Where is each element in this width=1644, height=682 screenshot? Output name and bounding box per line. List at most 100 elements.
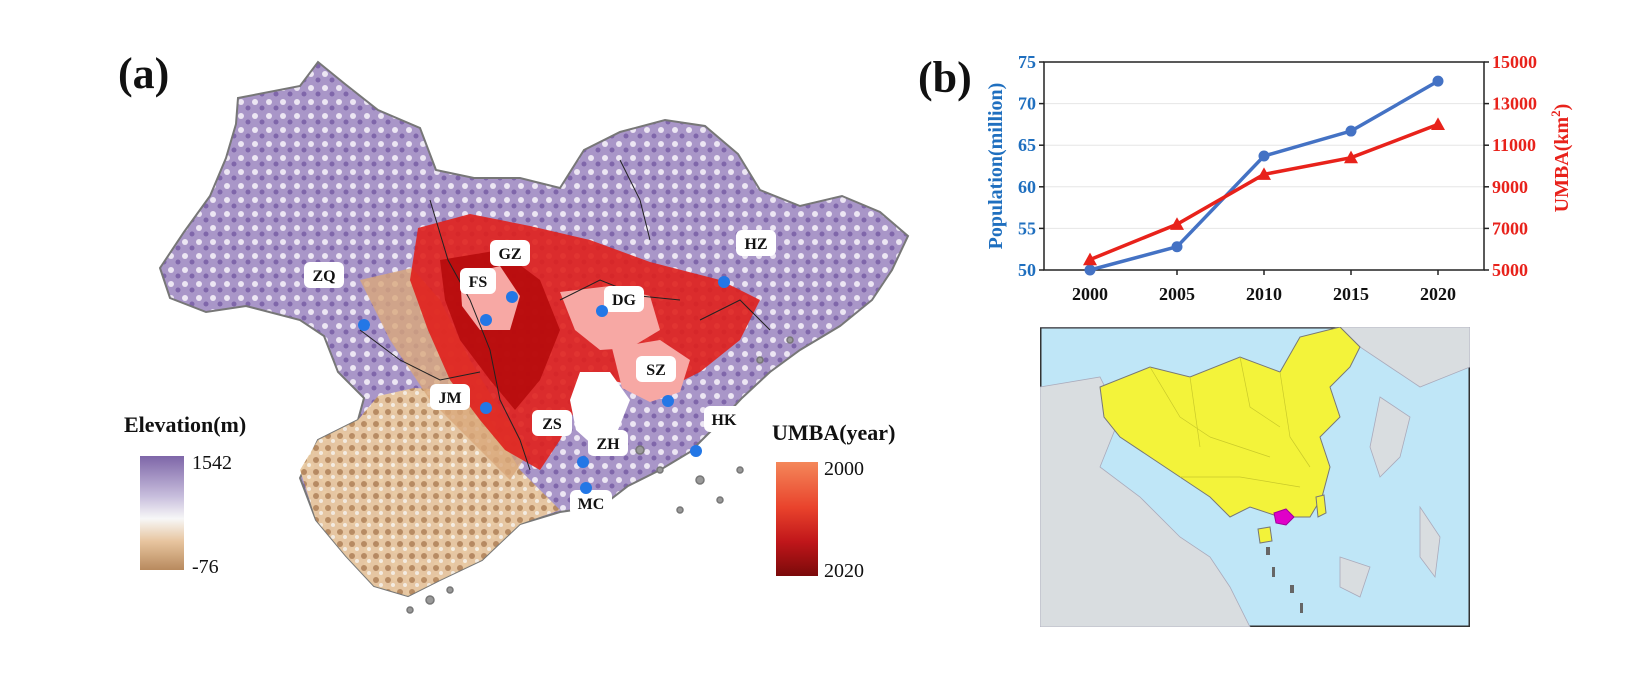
left-tick-label: 55 bbox=[1018, 218, 1036, 238]
city-point bbox=[690, 445, 702, 457]
elevation-max-label: 1542 bbox=[192, 452, 232, 474]
right-tick-label: 9000 bbox=[1492, 177, 1528, 197]
city-zq: ZQ bbox=[304, 262, 370, 331]
series-point-0 bbox=[1345, 125, 1357, 137]
city-point bbox=[718, 276, 730, 288]
city-point bbox=[480, 402, 492, 414]
series-point-0 bbox=[1084, 264, 1096, 276]
series-point-0 bbox=[1171, 241, 1183, 253]
city-zh: ZH bbox=[577, 430, 628, 468]
city-label: HZ bbox=[744, 236, 767, 253]
city-hz: HZ bbox=[718, 230, 776, 288]
elevation-min-label: -76 bbox=[192, 556, 219, 578]
city-label: SZ bbox=[646, 362, 666, 379]
city-point bbox=[358, 319, 370, 331]
city-gz: GZ bbox=[490, 240, 530, 303]
city-point bbox=[580, 482, 592, 494]
right-axis-label: UMBA(km2) bbox=[1548, 104, 1573, 213]
series-point-1 bbox=[1257, 167, 1271, 180]
left-tick-label: 60 bbox=[1018, 177, 1036, 197]
city-label-bg bbox=[460, 268, 496, 294]
x-tick-label: 2000 bbox=[1072, 284, 1108, 304]
city-label-bg bbox=[490, 240, 530, 266]
city-fs: FS bbox=[460, 268, 496, 326]
series-point-1 bbox=[1431, 117, 1445, 130]
umba-end-label: 2020 bbox=[824, 560, 864, 582]
right-axis-ticks: 5000 7000 9000 11000 13000 15000 bbox=[1484, 52, 1537, 280]
city-label: JM bbox=[438, 390, 461, 407]
panel-b-label: (b) bbox=[918, 53, 972, 102]
islands bbox=[406, 336, 794, 614]
city-label-bg bbox=[736, 230, 776, 256]
right-axis-label-end: ) bbox=[1551, 104, 1573, 111]
city-label-bg bbox=[636, 356, 676, 382]
right-tick-label: 11000 bbox=[1492, 135, 1536, 155]
left-tick-label: 70 bbox=[1018, 94, 1036, 114]
right-tick-label: 15000 bbox=[1492, 52, 1537, 72]
south-china-sea-islands bbox=[1266, 547, 1303, 613]
city-hk: HK bbox=[690, 406, 744, 457]
province-boundaries bbox=[1149, 356, 1311, 488]
city-label: ZS bbox=[542, 416, 562, 433]
right-tick-label: 7000 bbox=[1492, 218, 1528, 238]
china-location-map bbox=[1040, 327, 1470, 627]
right-axis-label-sup: 2 bbox=[1548, 110, 1563, 117]
city-dg: DG bbox=[596, 286, 644, 317]
city-label: ZH bbox=[596, 436, 620, 453]
city-label-bg bbox=[588, 430, 628, 456]
hainan-island bbox=[1257, 526, 1273, 544]
series-point-1 bbox=[1083, 252, 1097, 266]
city-label-bg bbox=[430, 384, 470, 410]
series-line-1 bbox=[1089, 122, 1439, 262]
city-label: ZQ bbox=[312, 268, 335, 285]
city-label-bg bbox=[532, 410, 572, 436]
right-axis-label-text: UMBA(km bbox=[1551, 116, 1573, 212]
city-label: FS bbox=[469, 274, 488, 291]
city-point bbox=[577, 456, 589, 468]
x-tick-label: 2015 bbox=[1333, 284, 1369, 304]
city-label-bg bbox=[604, 286, 644, 312]
series-point-0 bbox=[1432, 75, 1444, 87]
city-jm: JM bbox=[430, 384, 492, 414]
gba-map: ZQ FS GZ DG HZ JM ZS bbox=[158, 60, 910, 614]
city-markers: ZQ FS GZ DG HZ JM ZS bbox=[304, 230, 776, 516]
taiwan-island bbox=[1315, 494, 1327, 518]
series-point-1 bbox=[1344, 150, 1358, 164]
umba-start-label: 2000 bbox=[824, 458, 864, 480]
city-label-bg bbox=[570, 490, 612, 516]
left-tick-label: 50 bbox=[1018, 260, 1036, 280]
series bbox=[1083, 75, 1445, 276]
left-axis-ticks: 50 55 60 65 70 75 bbox=[1018, 52, 1044, 280]
city-point bbox=[596, 305, 608, 317]
left-tick-label: 65 bbox=[1018, 135, 1036, 155]
panel-a-label: (a) bbox=[118, 49, 170, 98]
x-axis-ticks: 2000 2005 2010 2015 2020 bbox=[1072, 270, 1456, 304]
x-tick-label: 2020 bbox=[1420, 284, 1456, 304]
elevation-colorbar bbox=[140, 456, 184, 570]
city-label: HK bbox=[712, 412, 737, 429]
surrounding-land bbox=[1040, 327, 1470, 627]
city-point bbox=[506, 291, 518, 303]
city-label: MC bbox=[578, 496, 605, 513]
city-point bbox=[480, 314, 492, 326]
left-tick-label: 75 bbox=[1018, 52, 1036, 72]
right-tick-label: 13000 bbox=[1492, 94, 1537, 114]
city-mc: MC bbox=[570, 482, 612, 516]
umba-colorbar bbox=[776, 462, 818, 576]
china-outline bbox=[1099, 327, 1361, 518]
city-sz: SZ bbox=[636, 356, 676, 407]
elevation-legend-title: Elevation(m) bbox=[124, 412, 247, 437]
city-label-bg bbox=[304, 262, 344, 288]
bay bbox=[570, 372, 630, 448]
population-umba-chart: 50 55 60 65 70 75 5000 7000 9000 11000 13000 15000… bbox=[985, 52, 1573, 304]
city-label: DG bbox=[612, 292, 637, 309]
umba-legend-title: UMBA(year) bbox=[772, 420, 896, 445]
left-axis-label: Population(million) bbox=[985, 83, 1007, 250]
x-tick-label: 2010 bbox=[1246, 284, 1282, 304]
x-tick-label: 2005 bbox=[1159, 284, 1195, 304]
gba-highlight bbox=[1273, 508, 1295, 526]
city-label: GZ bbox=[498, 246, 521, 263]
city-zs: ZS bbox=[532, 410, 572, 436]
city-point bbox=[662, 395, 674, 407]
series-point-1 bbox=[1170, 217, 1184, 230]
